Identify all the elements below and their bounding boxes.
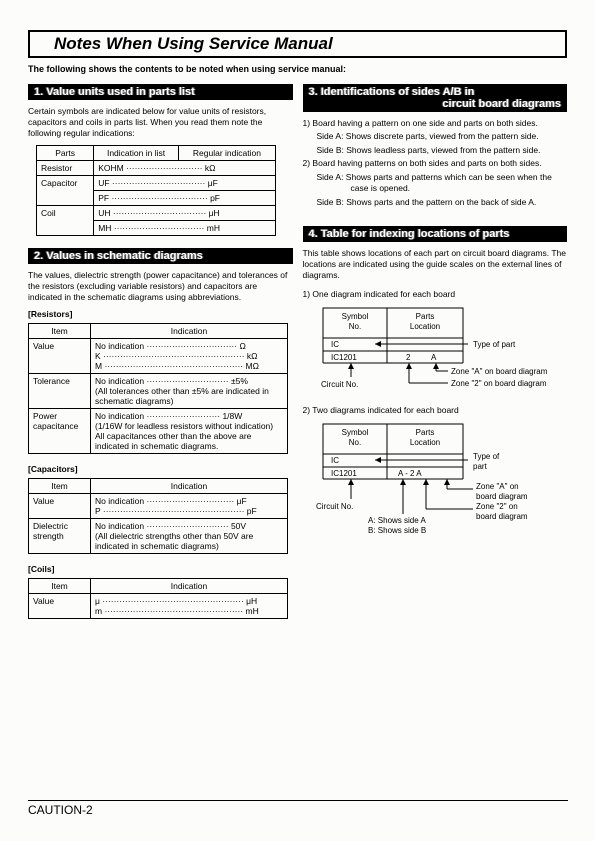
section1-header: 1. Value units used in parts list	[28, 84, 293, 100]
coils-label: [Coils]	[28, 564, 293, 574]
parts-r2-l1: MH ································ mH	[94, 221, 276, 236]
svg-text:IC1201: IC1201	[331, 469, 357, 478]
section3-list: 1) Board having a pattern on one side an…	[303, 118, 568, 208]
parts-th0: Parts	[37, 146, 94, 161]
capacitors-label: [Capacitors]	[28, 464, 293, 474]
section3-header: 3. Identifications of sides A/B in circu…	[303, 84, 568, 112]
svg-text:PartsLocation: PartsLocation	[409, 428, 439, 447]
svg-text:Type of part: Type of part	[473, 340, 516, 349]
section2-intro: The values, dielectric strength (power c…	[28, 270, 293, 303]
parts-r2-part: Coil	[37, 206, 94, 236]
parts-th1: Indication in list	[94, 146, 179, 161]
resistors-table: ItemIndication ValueNo indication ······…	[28, 323, 288, 454]
page-title: Notes When Using Service Manual	[54, 34, 555, 54]
svg-text:Circuit No.: Circuit No.	[316, 502, 353, 511]
parts-r1-l1: PF ·································· pF	[94, 191, 276, 206]
resistors-label: [Resistors]	[28, 309, 293, 319]
svg-text:A: Shows side A: A: Shows side A	[368, 516, 426, 525]
svg-text:SymbolNo.: SymbolNo.	[341, 312, 368, 331]
svg-text:Zone "A" onboard diagram: Zone "A" onboard diagram	[476, 482, 528, 501]
svg-text:Type ofpart: Type ofpart	[473, 452, 500, 471]
diag1-caption: 1) One diagram indicated for each board	[303, 289, 568, 299]
svg-text:IC1201: IC1201	[331, 353, 357, 362]
section2-header: 2. Values in schematic diagrams	[28, 248, 293, 264]
svg-text:PartsLocation: PartsLocation	[409, 312, 439, 331]
svg-text:B: Shows side B: B: Shows side B	[368, 526, 426, 535]
capacitors-table: ItemIndication ValueNo indication ······…	[28, 478, 288, 554]
svg-text:Zone "A" on board diagram: Zone "A" on board diagram	[451, 367, 548, 376]
svg-text:A: A	[431, 353, 437, 362]
parts-th2: Regular indication	[178, 146, 275, 161]
section4-header: 4. Table for indexing locations of parts	[303, 226, 568, 242]
svg-text:A - 2 A: A - 2 A	[398, 469, 422, 478]
svg-text:Zone "2" on board diagram: Zone "2" on board diagram	[451, 379, 547, 388]
section4-intro: This table shows locations of each part …	[303, 248, 568, 281]
parts-r1-l0: UF ································· μF	[94, 176, 276, 191]
svg-text:IC: IC	[331, 456, 339, 465]
diag2-caption: 2) Two diagrams indicated for each board	[303, 405, 568, 415]
subtitle: The following shows the contents to be n…	[28, 64, 567, 74]
page-title-box: Notes When Using Service Manual	[28, 30, 567, 58]
page-footer: CAUTION-2	[28, 800, 568, 817]
svg-text:SymbolNo.: SymbolNo.	[341, 428, 368, 447]
parts-r0-l0: KOHM ··························· kΩ	[94, 161, 276, 176]
svg-text:Zone "2" onboard diagram: Zone "2" onboard diagram	[476, 502, 528, 521]
svg-text:IC: IC	[331, 340, 339, 349]
diagram-2: SymbolNo. PartsLocation IC IC1201 A - 2 …	[313, 419, 568, 541]
svg-text:2: 2	[406, 353, 411, 362]
parts-r1-part: Capacitor	[37, 176, 94, 206]
diagram-1: SymbolNo. PartsLocation IC IC1201 2 A Ty…	[313, 303, 568, 395]
coils-table: ItemIndication Valueμ ··················…	[28, 578, 288, 619]
parts-r2-l0: UH ································· μH	[94, 206, 276, 221]
svg-text:Circuit No.: Circuit No.	[321, 380, 358, 389]
parts-r0-part: Resistor	[37, 161, 94, 176]
section1-intro: Certain symbols are indicated below for …	[28, 106, 293, 139]
parts-table: Parts Indication in list Regular indicat…	[36, 145, 276, 236]
